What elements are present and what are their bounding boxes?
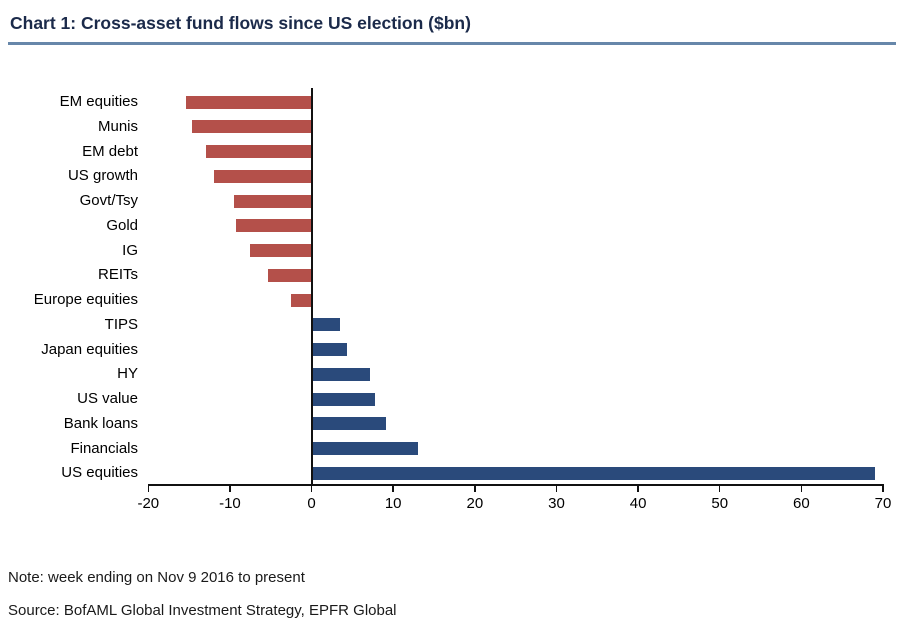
category-label: IG (122, 241, 138, 259)
bar (235, 219, 312, 233)
x-tick-label: 40 (629, 495, 647, 512)
category-label: EM debt (82, 142, 138, 160)
x-tick-label: 30 (548, 495, 565, 512)
x-tick (474, 484, 476, 492)
bar (311, 417, 386, 431)
bar (311, 318, 341, 332)
bar (311, 442, 418, 455)
x-tick (392, 484, 394, 492)
category-label: US value (77, 390, 138, 407)
x-tick (637, 484, 639, 492)
x-tick (882, 484, 884, 492)
x-tick (147, 484, 150, 492)
x-tick (800, 484, 803, 492)
x-tick-label: 20 (466, 495, 484, 512)
bar (249, 244, 312, 257)
zero-axis-line (310, 88, 313, 484)
x-axis-line (148, 484, 883, 486)
x-tick-label: 70 (874, 495, 892, 512)
bar (291, 293, 312, 307)
category-label: TIPS (104, 315, 138, 333)
category-label: US equities (61, 464, 138, 482)
title-underline (8, 42, 896, 45)
x-tick-label: 60 (793, 495, 810, 512)
category-label: US growth (67, 167, 138, 185)
bar (311, 367, 370, 381)
chart-source: Source: BofAML Global Investment Strateg… (8, 602, 397, 619)
x-tick-label: 50 (711, 495, 729, 512)
bar (214, 169, 312, 183)
x-tick-label: 10 (384, 495, 402, 512)
bar (311, 343, 348, 356)
x-tick-label: -20 (137, 495, 160, 512)
category-label: Financials (70, 439, 138, 457)
category-label: EM equities (59, 93, 138, 110)
category-label: Japan equities (41, 340, 138, 358)
x-tick-label: -10 (219, 495, 241, 512)
bar (185, 95, 312, 109)
bar (311, 466, 875, 480)
bar (192, 120, 312, 134)
bar (234, 194, 312, 208)
category-label: Bank loans (63, 414, 138, 432)
x-tick (229, 484, 231, 492)
category-label: Munis (97, 117, 138, 135)
category-label: Govt/Tsy (79, 192, 138, 209)
category-label: Europe equities (33, 291, 138, 308)
chart-title: Chart 1: Cross-asset fund flows since US… (10, 13, 471, 33)
bar (311, 392, 376, 406)
x-tick (555, 484, 558, 492)
x-tick-label: 0 (307, 495, 316, 512)
bar (206, 145, 312, 158)
category-label: Gold (106, 216, 138, 234)
category-label: HY (117, 365, 138, 383)
chart-note: Note: week ending on Nov 9 2016 to prese… (8, 569, 305, 586)
bar (268, 268, 312, 282)
x-tick (310, 484, 313, 492)
category-label: REITs (97, 266, 138, 284)
x-tick (718, 484, 721, 492)
